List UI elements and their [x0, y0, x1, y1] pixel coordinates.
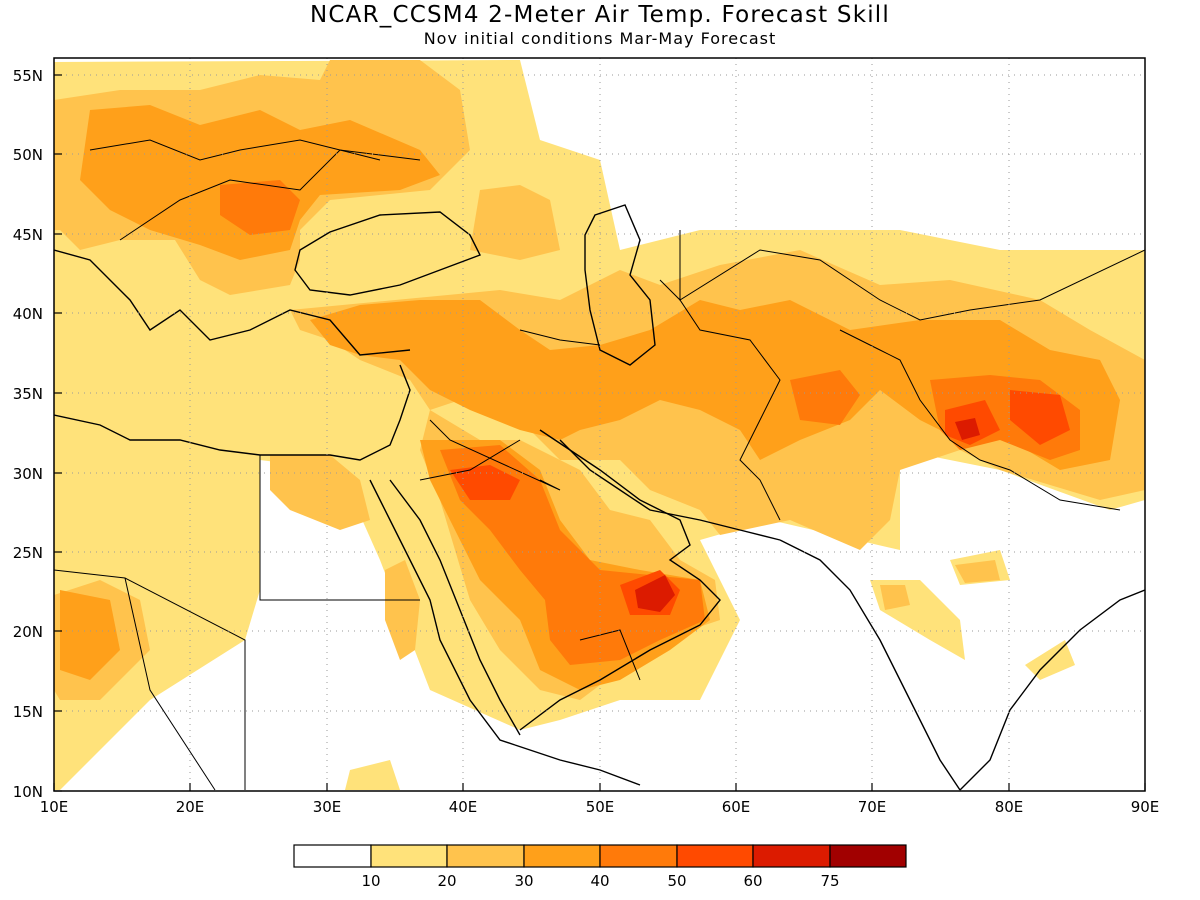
colorbar-label: 10	[361, 872, 380, 890]
lon-label: 70E	[858, 798, 887, 816]
lat-label: 10N	[13, 783, 43, 801]
lon-label: 20E	[176, 798, 205, 816]
lat-label: 25N	[13, 544, 43, 562]
map-title: NCAR_CCSM4 2-Meter Air Temp. Forecast Sk…	[310, 2, 890, 28]
colorbar-label: 75	[820, 872, 839, 890]
colorbar-bin	[676, 844, 754, 868]
borders	[54, 139, 1145, 791]
colorbar-bin	[523, 844, 601, 868]
lat-labels: 10N 15N 20N 25N 30N 35N 40N 45N 50N 55N	[13, 67, 43, 801]
colorbar-label: 50	[667, 872, 686, 890]
lon-label: 10E	[40, 798, 69, 816]
lat-label: 20N	[13, 623, 43, 641]
coastlines	[54, 204, 1145, 791]
lon-label: 60E	[722, 798, 751, 816]
lon-label: 40E	[449, 798, 478, 816]
colorbar-label: 20	[437, 872, 456, 890]
lon-label: 50E	[586, 798, 615, 816]
colorbar-bin	[293, 844, 372, 868]
colorbar-label: 30	[514, 872, 533, 890]
lat-ticks	[54, 74, 62, 792]
lon-label: 80E	[995, 798, 1024, 816]
lat-label: 55N	[13, 67, 43, 85]
lat-label: 30N	[13, 465, 43, 483]
lat-label: 50N	[13, 146, 43, 164]
colorbar-bin	[829, 844, 907, 868]
lat-label: 45N	[13, 226, 43, 244]
colorbar-label: 40	[590, 872, 609, 890]
lon-ticks	[53, 783, 1146, 791]
graticule	[54, 58, 1145, 791]
colorbar-bin	[599, 844, 678, 868]
lon-label: 90E	[1131, 798, 1160, 816]
lon-labels: 10E 20E 30E 40E 50E 60E 70E 80E 90E	[40, 798, 1160, 816]
lat-label: 40N	[13, 305, 43, 323]
map-subtitle: Nov initial conditions Mar-May Forecast	[423, 29, 777, 48]
lat-label: 35N	[13, 385, 43, 403]
colorbar	[293, 844, 907, 868]
lat-label: 15N	[13, 703, 43, 721]
colorbar-bin	[370, 844, 448, 868]
colorbar-labels: 10 20 30 40 50 60 75	[361, 872, 839, 890]
colorbar-bin	[446, 844, 525, 868]
skill-level-6	[635, 418, 980, 612]
colorbar-bin	[752, 844, 831, 868]
colorbar-label: 60	[743, 872, 762, 890]
lon-label: 30E	[313, 798, 342, 816]
